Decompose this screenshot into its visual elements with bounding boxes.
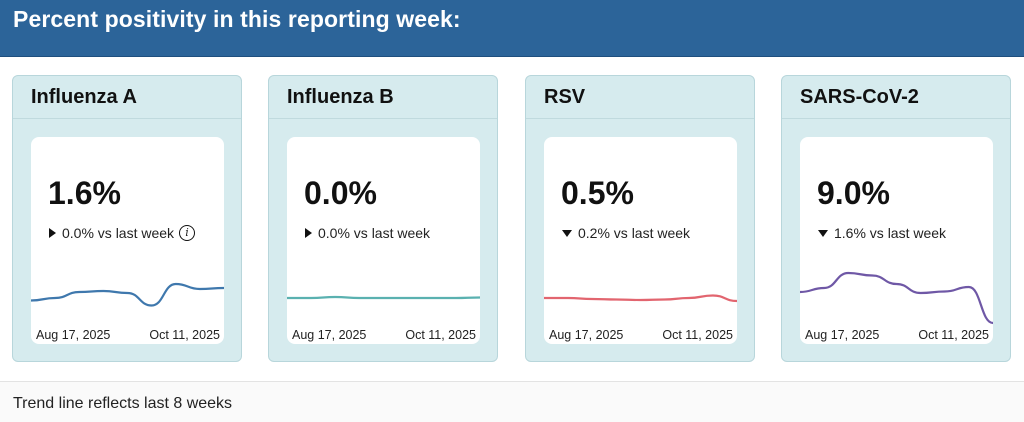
change-row: 0.0% vs last week	[305, 225, 430, 241]
change-text: 0.0% vs last week	[318, 225, 431, 241]
trend-sparkline	[31, 282, 224, 307]
card-body: 1.6% 0.0% vs last week i Aug 17, 2025 Oc…	[31, 137, 224, 344]
trend-line	[544, 294, 737, 303]
start-date: Aug 17, 2025	[36, 328, 111, 342]
trend-line	[287, 295, 480, 300]
change-text: 0.0% vs last week	[62, 225, 175, 241]
trend-sparkline	[544, 294, 737, 303]
triangle-right-icon	[305, 228, 312, 238]
divider	[269, 118, 497, 119]
info-icon[interactable]: i	[179, 225, 196, 241]
trend-sparkline	[287, 295, 480, 300]
triangle-down-icon	[562, 229, 572, 237]
change-text: 0.2% vs last week	[578, 225, 691, 241]
start-date: Aug 17, 2025	[292, 328, 367, 342]
change-row: 1.6% vs last week	[818, 225, 946, 241]
percent-value: 0.5%	[561, 175, 634, 211]
triangle-right-icon	[49, 228, 56, 238]
trend-sparkline	[800, 271, 993, 325]
start-date: Aug 17, 2025	[805, 328, 880, 342]
footer-note: Trend line reflects last 8 weeks	[13, 395, 233, 412]
divider	[13, 118, 241, 119]
end-date: Oct 11, 2025	[662, 328, 733, 342]
divider	[526, 118, 754, 119]
percent-value: 9.0%	[817, 175, 890, 211]
card-influenza-b: Influenza B 0.0% 0.0% vs last week Aug 1…	[268, 75, 498, 362]
page-title: Percent positivity in this reporting wee…	[13, 6, 461, 32]
start-date: Aug 17, 2025	[549, 328, 624, 342]
footer: Trend line reflects last 8 weeks	[0, 381, 1024, 422]
percent-value: 1.6%	[48, 175, 121, 211]
end-date: Oct 11, 2025	[918, 328, 989, 342]
percent-value: 0.0%	[304, 175, 377, 211]
card-title: Influenza B	[287, 86, 394, 108]
card-title: Influenza A	[31, 86, 137, 108]
change-row: 0.2% vs last week	[562, 225, 690, 241]
card-body: 9.0% 1.6% vs last week Aug 17, 2025 Oct …	[800, 137, 993, 344]
triangle-down-icon	[818, 229, 828, 237]
trend-line	[31, 282, 224, 307]
card-title: SARS-CoV-2	[800, 86, 919, 108]
card-body: 0.0% 0.0% vs last week Aug 17, 2025 Oct …	[287, 137, 480, 344]
card-title: RSV	[544, 86, 586, 108]
page-header: Percent positivity in this reporting wee…	[0, 0, 1024, 57]
divider	[782, 118, 1010, 119]
end-date: Oct 11, 2025	[405, 328, 476, 342]
card-rsv: RSV 0.5% 0.2% vs last week Aug 17, 2025 …	[525, 75, 755, 362]
change-text: 1.6% vs last week	[834, 225, 947, 241]
card-influenza-a: Influenza A 1.6% 0.0% vs last week i Aug…	[12, 75, 242, 362]
card-sars-cov-2: SARS-CoV-2 9.0% 1.6% vs last week Aug 17…	[781, 75, 1011, 362]
change-row: 0.0% vs last week i	[49, 225, 196, 241]
card-body: 0.5% 0.2% vs last week Aug 17, 2025 Oct …	[544, 137, 737, 344]
trend-line	[800, 271, 993, 325]
end-date: Oct 11, 2025	[149, 328, 220, 342]
